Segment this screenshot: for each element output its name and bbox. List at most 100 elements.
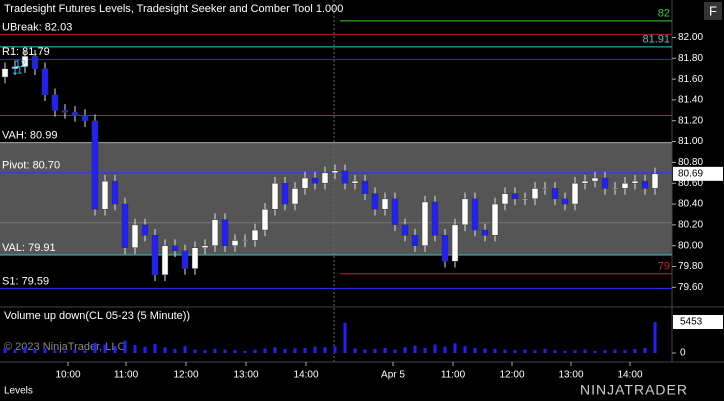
candle-body (221, 219, 229, 246)
candle-body (351, 180, 359, 184)
candle-body (411, 235, 419, 246)
volume-bar (253, 349, 257, 353)
candle-body (251, 229, 259, 241)
candle-body (391, 198, 399, 226)
volume-bar (133, 345, 137, 353)
candle-body (341, 170, 349, 184)
candle-body (551, 188, 559, 200)
candle-body (361, 180, 369, 194)
candle-body (181, 250, 189, 269)
level-label: Pivot: 80.70 (2, 160, 60, 172)
y-tick-label: 80.60 (678, 178, 703, 189)
candle-body (621, 182, 629, 189)
candle-body (41, 68, 49, 95)
volume-bar (183, 346, 187, 353)
volume-bar (103, 344, 107, 353)
volume-bar (343, 322, 347, 353)
candle-body (631, 180, 639, 184)
chart-title: Tradesight Futures Levels, Tradesight Se… (4, 3, 343, 15)
volume-bar (123, 340, 127, 353)
volume-bar (363, 349, 367, 353)
y-tick-label: 80.40 (678, 199, 703, 210)
candle-body (151, 235, 159, 276)
candle-body (261, 208, 269, 231)
volume-bar (643, 347, 647, 353)
candle-body (271, 182, 279, 210)
volume-bar (83, 350, 87, 353)
x-tick-label: Apr 5 (381, 370, 405, 381)
candle-body (61, 110, 69, 113)
volume-bar (113, 346, 117, 353)
volume-bar (313, 346, 317, 353)
x-tick-label: 11:00 (441, 370, 466, 381)
volume-bar (63, 350, 67, 353)
volume-bar (493, 349, 497, 353)
button[interactable]: F (709, 3, 717, 18)
volume-title: Volume up down(CL 05-23 (5 Minute)) (4, 310, 190, 322)
y-tick-label: 80.80 (678, 157, 703, 168)
y-tick-label: 81.80 (678, 53, 703, 64)
volume-bar (423, 347, 427, 353)
volume-bar (613, 349, 617, 353)
candle-body (11, 66, 19, 69)
last-volume-box (673, 314, 723, 329)
candle-body (241, 240, 249, 242)
y-tick-label: 81.20 (678, 115, 703, 126)
value-area (0, 142, 672, 256)
volume-bar (283, 349, 287, 353)
volume-bar (473, 347, 477, 353)
candle-body (191, 247, 199, 269)
volume-bar (293, 348, 297, 353)
volume-bar (563, 350, 567, 353)
y-tick-label: 82.00 (678, 32, 703, 43)
candle-body (641, 180, 649, 189)
button-bg[interactable] (704, 2, 722, 20)
candle-body (651, 173, 659, 189)
volume-bar (463, 346, 467, 353)
volume-bar (143, 346, 147, 353)
footer-tab: Levels (4, 386, 33, 397)
volume-bar (353, 348, 357, 353)
candle-body (531, 188, 539, 200)
candle-body (101, 180, 109, 210)
volume-bar (333, 346, 337, 353)
volume-tick-label: 0 (680, 348, 686, 359)
volume-bar (223, 349, 227, 353)
candle-body (291, 188, 299, 205)
candle-body (211, 219, 219, 246)
volume-bar (163, 347, 167, 353)
candle-body (31, 55, 39, 69)
candle-body (111, 180, 119, 205)
volume-bar (43, 348, 47, 353)
candle-body (301, 177, 309, 189)
candle-body (281, 182, 289, 205)
candle-body (51, 94, 59, 111)
volume-bar (583, 349, 587, 353)
x-tick-label: 10:00 (55, 370, 80, 381)
volume-bar (393, 349, 397, 353)
candle-body (81, 115, 89, 122)
candle-body (591, 177, 599, 182)
volume-bar (623, 350, 627, 353)
candle-body (491, 203, 499, 236)
candle-body (501, 193, 509, 205)
volume-bar (93, 342, 97, 353)
volume-bar (553, 350, 557, 353)
volume-bar (3, 347, 7, 353)
last-volume: 5453 (680, 317, 703, 328)
candle-body (21, 55, 29, 67)
volume-bar (603, 350, 607, 353)
volume-bar (193, 349, 197, 353)
volume-bar (303, 347, 307, 353)
candle-body (431, 201, 439, 236)
volume-bar (323, 347, 327, 353)
volume-bar (533, 350, 537, 353)
y-tick-label: 79.60 (678, 282, 703, 293)
candle-body (321, 172, 329, 184)
candle-body (1, 68, 9, 78)
volume-bar (453, 343, 457, 353)
level-label: 82 (658, 8, 670, 20)
volume-bar (373, 349, 377, 353)
annotation: 12 (15, 59, 27, 70)
